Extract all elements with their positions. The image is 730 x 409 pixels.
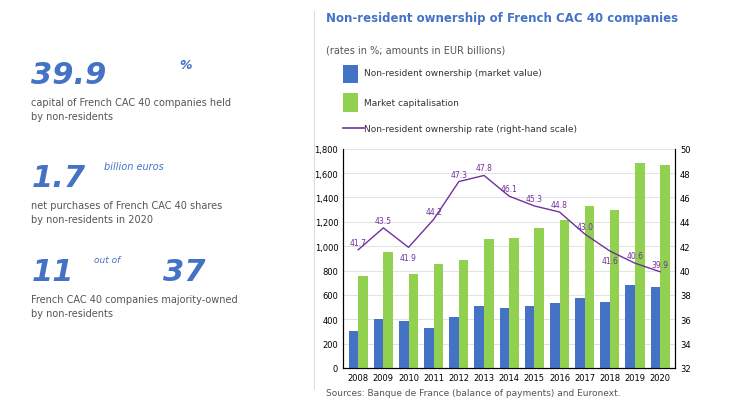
Text: Sources: Banque de France (balance of payments) and Euronext.: Sources: Banque de France (balance of pa… [326, 388, 621, 397]
Bar [399, 321, 409, 368]
Bar [650, 287, 660, 368]
Text: 41.7: 41.7 [350, 238, 366, 247]
Bar [600, 302, 610, 368]
Bar [534, 229, 544, 368]
Bar [626, 285, 635, 368]
Text: 39.9: 39.9 [652, 260, 669, 269]
Text: 46.1: 46.1 [501, 185, 518, 193]
Text: 41.6: 41.6 [602, 257, 618, 266]
Text: French CAC 40 companies majority-owned
by non-residents: French CAC 40 companies majority-owned b… [31, 294, 238, 319]
Bar [409, 274, 418, 368]
Point [339, 126, 347, 131]
Text: 1.7: 1.7 [31, 164, 85, 193]
Bar [383, 253, 393, 368]
Bar [424, 328, 434, 368]
Text: %: % [179, 59, 191, 72]
Bar [575, 298, 585, 368]
Bar [550, 303, 559, 368]
Bar [510, 238, 519, 368]
Text: 47.8: 47.8 [475, 164, 493, 173]
Bar [585, 207, 594, 368]
Text: Non-resident ownership of French CAC 40 companies: Non-resident ownership of French CAC 40 … [326, 12, 678, 25]
Bar [635, 164, 645, 368]
Text: Market capitalisation: Market capitalisation [364, 99, 458, 108]
Text: 47.3: 47.3 [450, 170, 467, 179]
Bar [358, 276, 368, 368]
Text: (rates in %; amounts in EUR billions): (rates in %; amounts in EUR billions) [326, 45, 506, 55]
Text: 11: 11 [31, 258, 74, 287]
Point [359, 126, 368, 131]
Bar [459, 260, 469, 368]
Text: 45.3: 45.3 [526, 194, 543, 203]
FancyBboxPatch shape [343, 65, 358, 84]
Text: 37: 37 [164, 258, 206, 287]
Text: 44.2: 44.2 [426, 208, 442, 217]
Bar [434, 264, 443, 368]
Text: capital of French CAC 40 companies held
by non-residents: capital of French CAC 40 companies held … [31, 98, 231, 122]
Bar [449, 318, 459, 368]
Bar [559, 220, 569, 368]
Text: net purchases of French CAC 40 shares
by non-residents in 2020: net purchases of French CAC 40 shares by… [31, 200, 223, 225]
Text: Non-resident ownership (market value): Non-resident ownership (market value) [364, 69, 542, 78]
Bar [474, 306, 484, 368]
Bar [349, 331, 358, 368]
Bar [525, 306, 534, 368]
Bar [499, 308, 510, 368]
Text: 44.8: 44.8 [551, 200, 568, 209]
Bar [374, 319, 383, 368]
Text: 43.5: 43.5 [375, 216, 392, 225]
Bar [660, 166, 669, 368]
Bar [484, 239, 493, 368]
Bar [610, 211, 619, 368]
Text: 41.9: 41.9 [400, 253, 417, 262]
Text: billion euros: billion euros [104, 162, 164, 171]
Text: Non-resident ownership rate (right-hand scale): Non-resident ownership rate (right-hand … [364, 124, 577, 133]
Text: 39.9: 39.9 [31, 61, 107, 90]
Text: out of: out of [94, 256, 120, 265]
Text: 43.0: 43.0 [576, 222, 593, 231]
FancyBboxPatch shape [343, 94, 358, 112]
Text: 40.6: 40.6 [626, 252, 643, 261]
